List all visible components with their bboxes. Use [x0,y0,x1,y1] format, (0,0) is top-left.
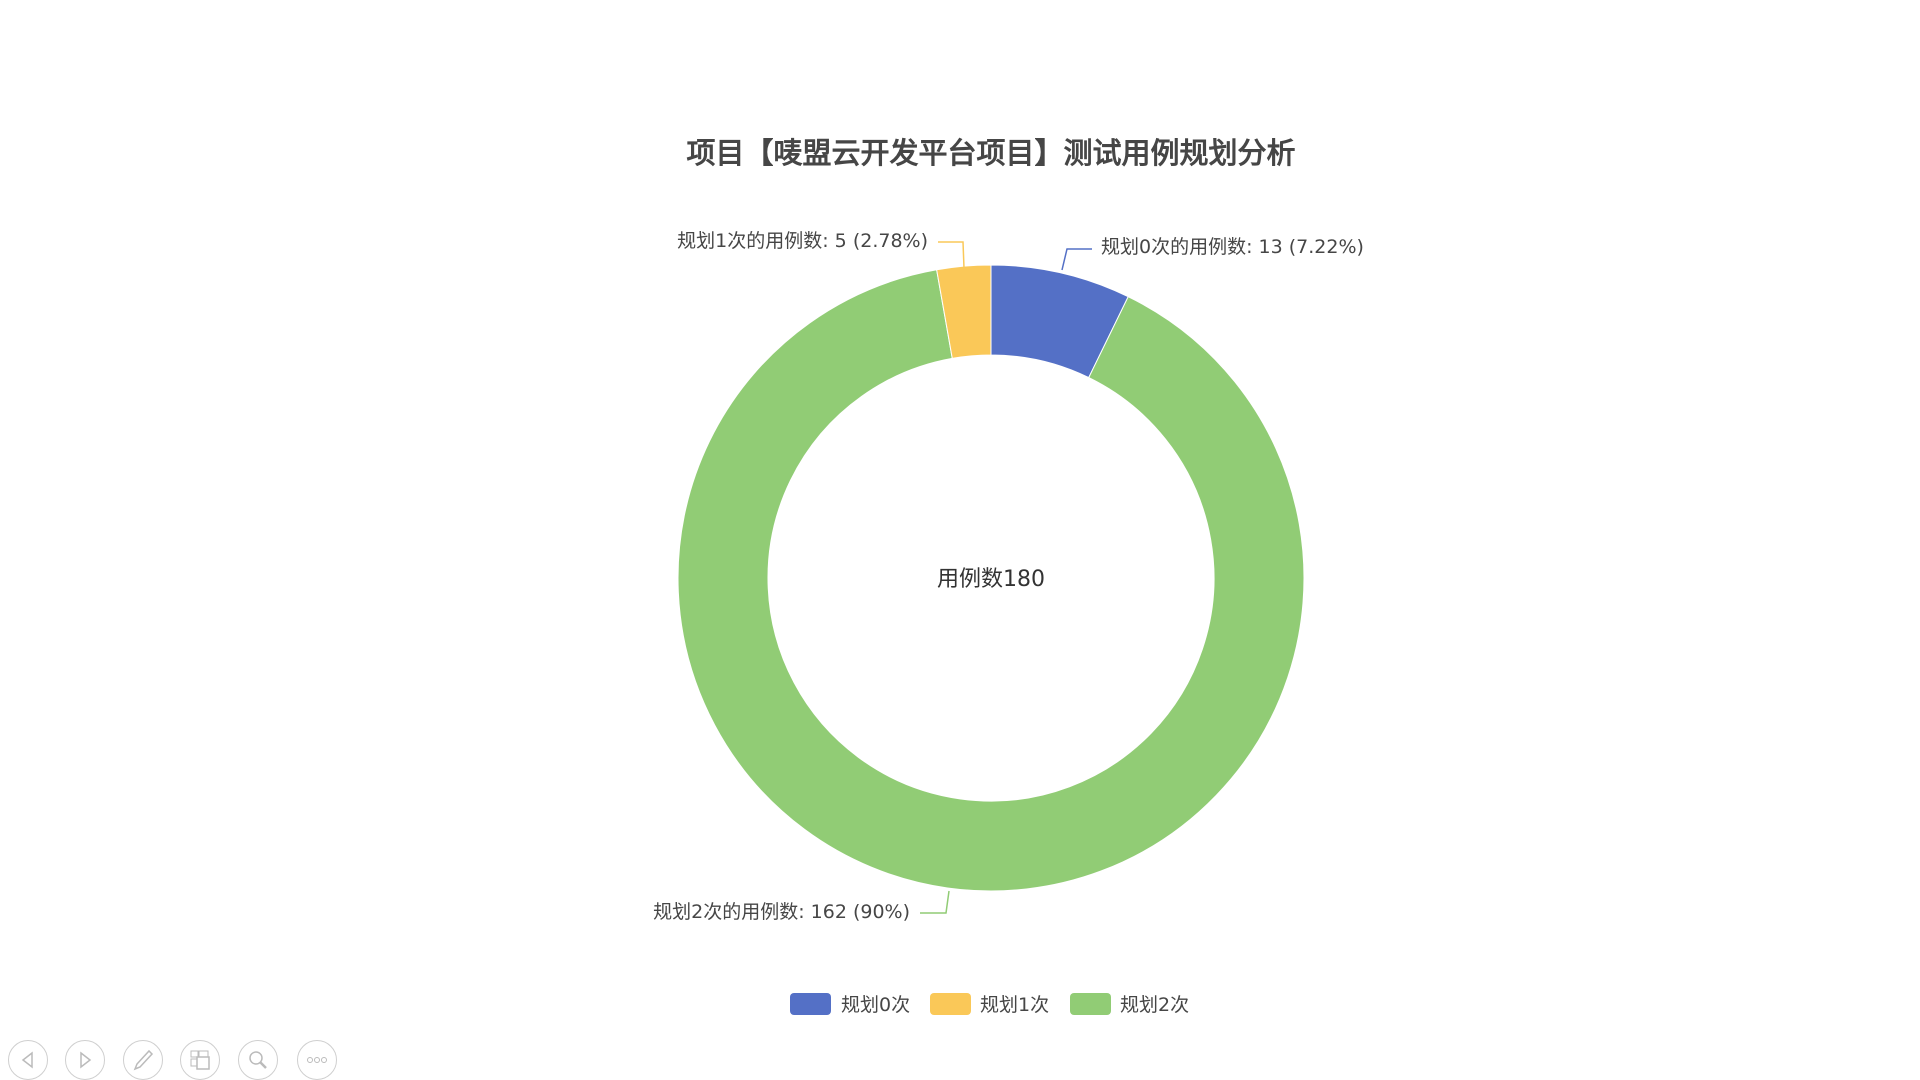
slice-规划2次[interactable] [677,269,1305,892]
pen-button[interactable] [123,1040,163,1080]
leader-line-0 [1061,248,1092,271]
slice-规划1次[interactable] [936,264,992,359]
data-label-1: 规划1次的用例数: 5 (2.78%) [677,230,928,252]
more-button[interactable] [297,1040,337,1080]
chart-title: 项目【唛盟云开发平台项目】测试用例规划分析 [686,136,1295,170]
more-icon [307,1057,327,1063]
data-label-2: 规划2次的用例数: 162 (90%) [653,901,910,923]
center-label: 用例数180 [937,567,1045,592]
legend-item-1[interactable]: 规划1次 [930,993,1049,1016]
next-icon [80,1051,92,1069]
leader-line-1 [938,241,965,269]
legend-item-0[interactable]: 规划0次 [790,993,910,1016]
previous-button[interactable] [8,1040,48,1080]
data-label-0: 规划0次的用例数: 13 (7.22%) [1101,236,1364,258]
svg-text:规划1次[interactable]: 规划1次 [980,994,1049,1016]
next-button[interactable] [65,1040,105,1080]
legend: 规划0次 规划1次 规划2次 [790,993,1189,1016]
svg-text:规划0次[interactable]: 规划0次 [841,994,910,1016]
leader-line-2 [920,890,950,914]
zoom-button[interactable] [238,1040,278,1080]
legend-item-2[interactable]: 规划2次 [1070,993,1189,1016]
svg-text:规划2次[interactable]: 规划2次 [1120,994,1189,1016]
thumbnails-button[interactable] [180,1040,220,1080]
pen-icon [133,1049,154,1071]
thumbnails-icon [190,1050,210,1070]
previous-icon [21,1051,33,1069]
zoom-icon [249,1051,267,1069]
